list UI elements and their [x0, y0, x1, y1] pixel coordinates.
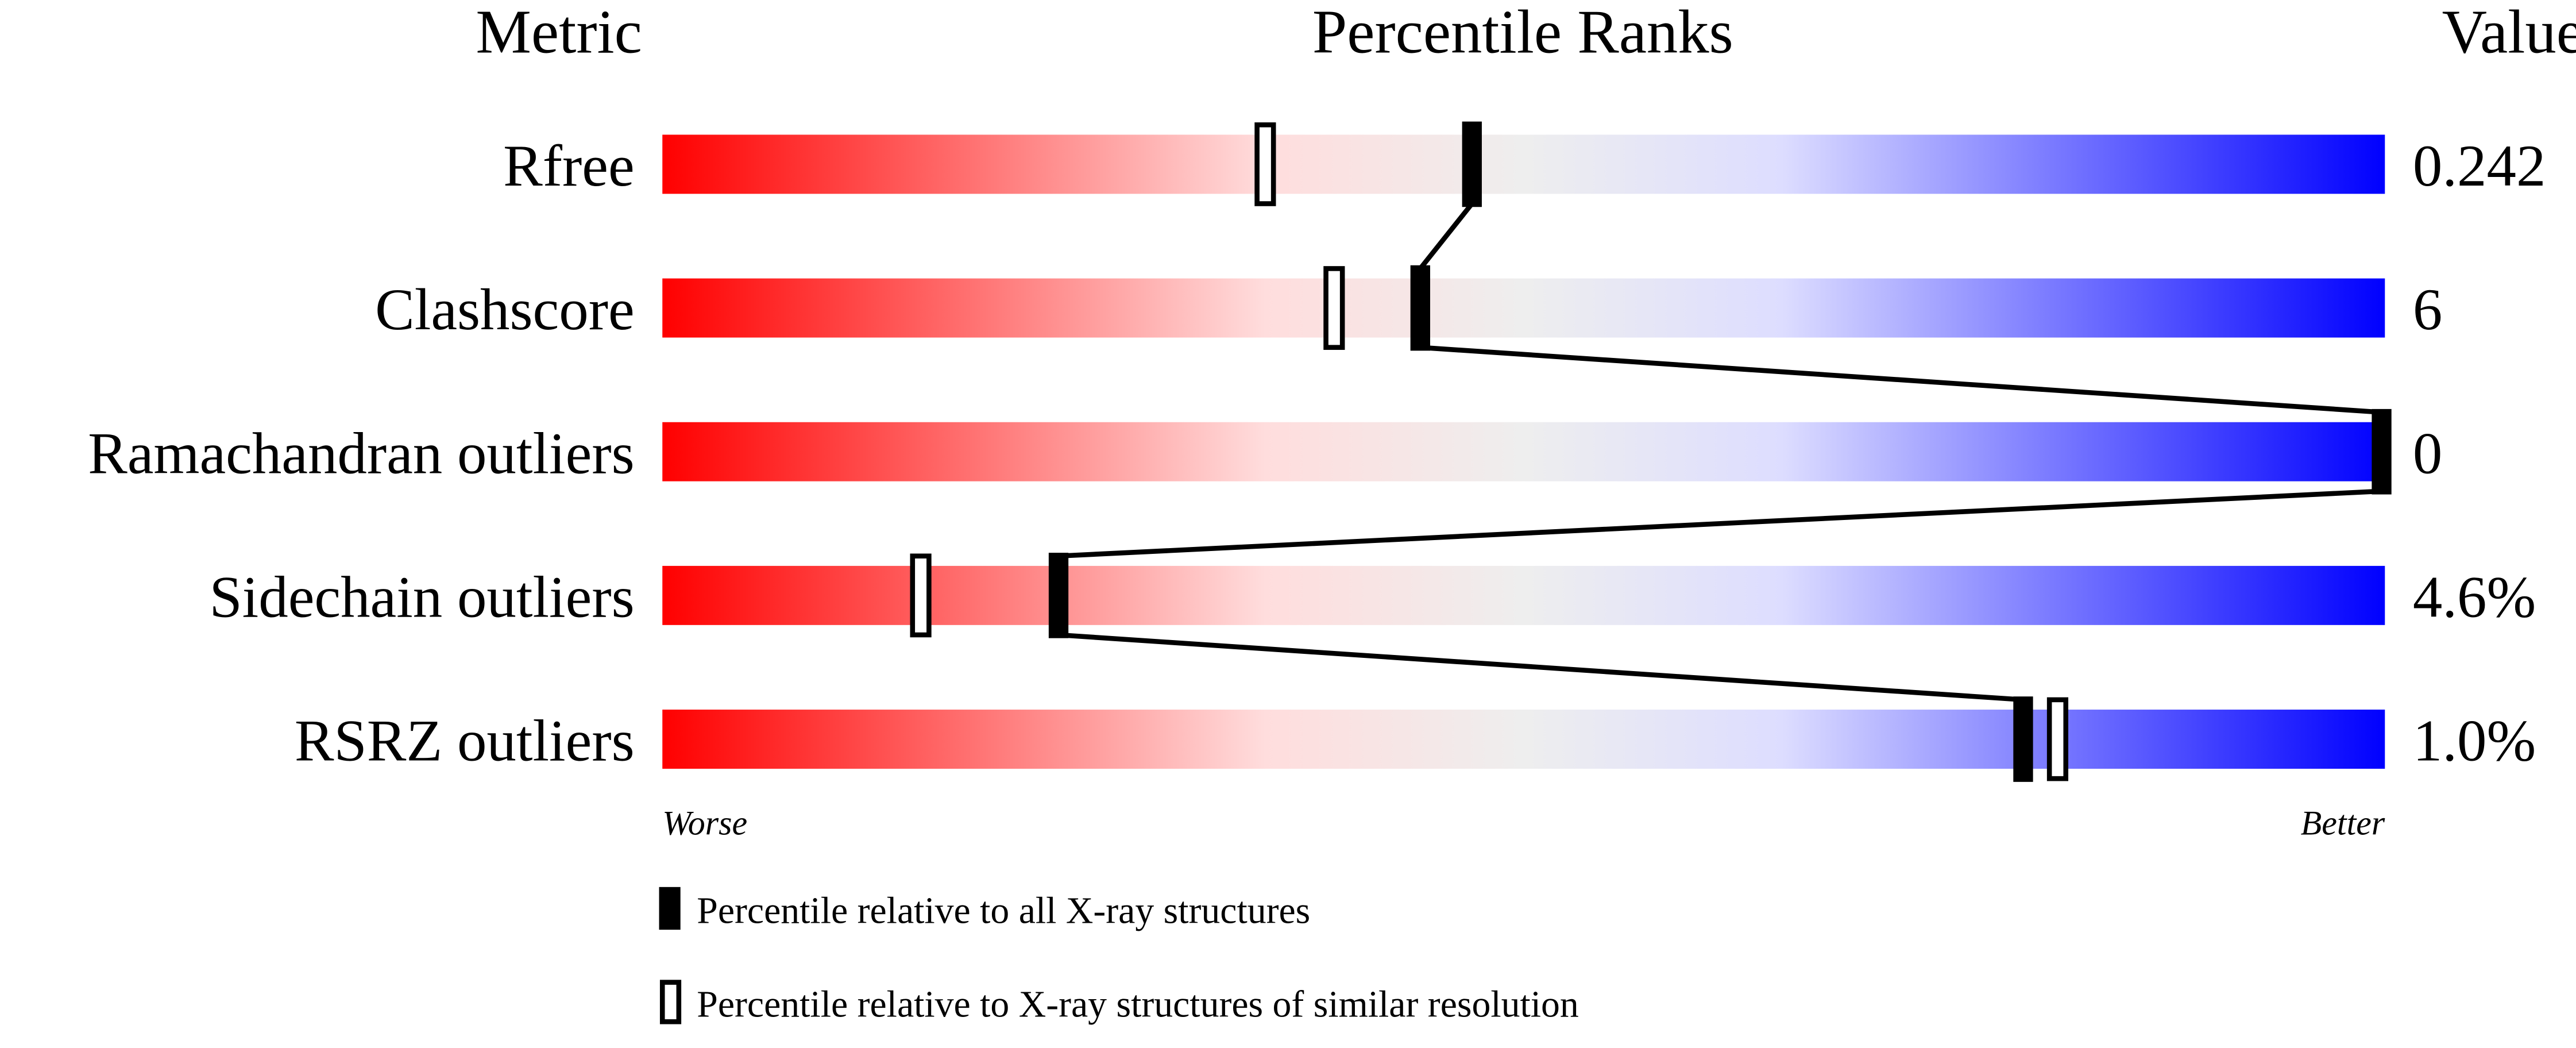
- marker-all-structures: [2013, 696, 2033, 782]
- connector-line: [1058, 632, 2023, 703]
- legend-open-label: Percentile relative to X-ray structures …: [697, 984, 1578, 1026]
- percentile-bar: [662, 710, 2385, 769]
- marker-all-structures: [2372, 409, 2392, 495]
- marker-similar-resolution: [910, 553, 932, 638]
- percentile-bar: [662, 134, 2385, 194]
- connector-line: [1418, 202, 1474, 271]
- metric-value: 1.0%: [2413, 708, 2536, 774]
- metric-label: Rfree: [503, 133, 635, 199]
- metric-label: Ramachandran outliers: [88, 421, 635, 486]
- percentile-bar: [662, 422, 2385, 481]
- metric-label: Clashscore: [375, 277, 635, 342]
- marker-similar-resolution: [1323, 266, 1345, 350]
- marker-all-structures: [1410, 265, 1430, 351]
- metric-value: 6: [2413, 277, 2442, 342]
- connector-line: [1420, 345, 2382, 415]
- marker-all-structures: [1462, 121, 1482, 207]
- marker-all-structures: [1048, 553, 1069, 638]
- connector-line: [1058, 488, 2382, 559]
- metric-value: 0: [2413, 421, 2442, 486]
- legend-filled-marker: [659, 887, 681, 930]
- header-percentile-ranks: Percentile Ranks: [1312, 0, 1733, 66]
- header-metric: Metric: [476, 0, 642, 66]
- metric-label: RSRZ outliers: [295, 708, 635, 774]
- marker-similar-resolution: [1254, 122, 1276, 206]
- percentile-bar: [662, 565, 2385, 625]
- legend-filled-label: Percentile relative to all X-ray structu…: [697, 890, 1310, 932]
- metric-value: 0.242: [2413, 133, 2546, 199]
- axis-better-label: Better: [2301, 804, 2385, 842]
- metric-value: 4.6%: [2413, 565, 2536, 630]
- metric-label: Sidechain outliers: [209, 565, 634, 630]
- legend-open-marker: [659, 980, 682, 1024]
- header-value: Value: [2442, 0, 2576, 66]
- percentile-bar: [662, 278, 2385, 338]
- axis-worse-label: Worse: [662, 804, 747, 842]
- marker-similar-resolution: [2046, 697, 2069, 781]
